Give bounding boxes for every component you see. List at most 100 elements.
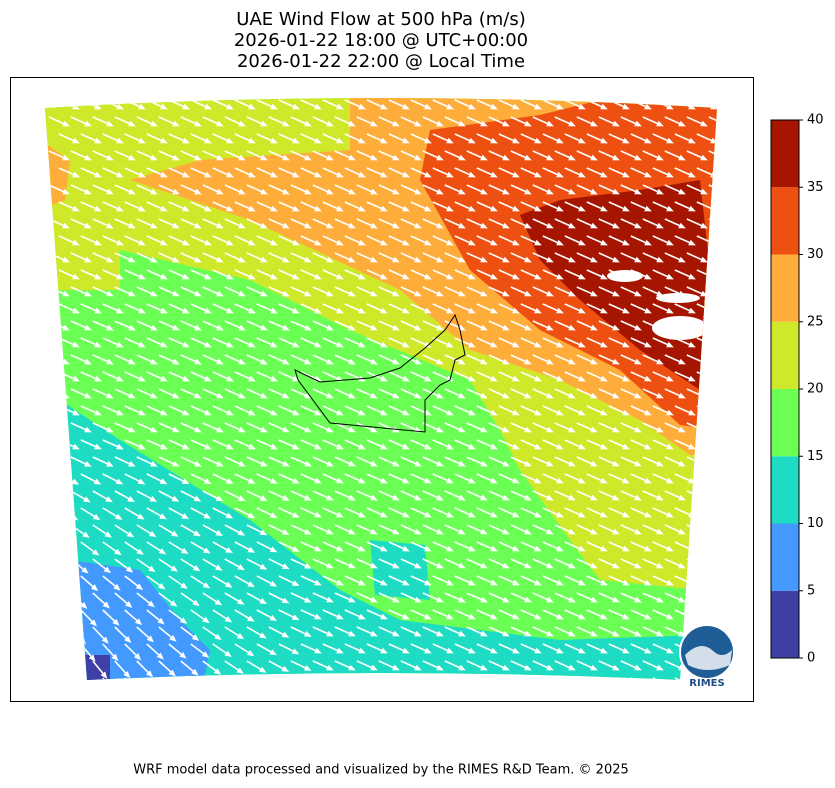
wind-head	[358, 613, 366, 620]
wind-head	[556, 443, 564, 450]
wind-head	[204, 307, 212, 314]
wind-head	[546, 358, 554, 365]
wind-head	[134, 618, 143, 626]
wind-head	[600, 511, 608, 518]
wind-head	[106, 358, 114, 365]
wind-head	[732, 444, 740, 450]
wind-head	[634, 494, 642, 501]
wind-head	[156, 687, 163, 694]
wind-head	[568, 494, 576, 501]
wind-head	[424, 477, 432, 484]
wind-head	[304, 597, 312, 603]
wind-head	[348, 460, 356, 467]
wind-head	[238, 358, 246, 365]
wind-shaft	[234, 677, 253, 680]
wind-shaft	[686, 558, 706, 568]
wind-head	[358, 171, 366, 178]
wind-head	[238, 120, 246, 127]
wind-head	[392, 188, 400, 195]
wind-head	[269, 512, 278, 518]
wind-head	[84, 358, 92, 365]
wind-shaft	[696, 405, 716, 415]
region	[370, 540, 430, 600]
wind-head	[568, 562, 576, 569]
wind-head	[546, 664, 554, 671]
wind-head	[568, 392, 576, 399]
wind-head	[568, 664, 576, 671]
wind-head	[722, 359, 730, 365]
wind-head	[546, 630, 554, 637]
wind-head	[380, 341, 388, 348]
wind-head	[732, 274, 740, 280]
wind-head	[84, 154, 92, 161]
wind-head	[546, 154, 554, 161]
wind-head	[534, 545, 542, 552]
wind-shaft	[70, 626, 85, 643]
wind-head	[105, 496, 113, 503]
wind-head	[402, 205, 410, 212]
wind-head	[326, 392, 334, 399]
wind-head	[304, 665, 312, 671]
wind-head	[304, 188, 312, 195]
wind-head	[666, 682, 674, 688]
wind-head	[578, 103, 586, 110]
wind-head	[688, 545, 696, 552]
wind-head	[556, 171, 564, 178]
wind-head	[150, 222, 158, 229]
wind-head	[204, 137, 212, 144]
wind-head	[380, 477, 388, 484]
wind-head	[204, 205, 212, 212]
wind-head	[436, 154, 444, 161]
wind-head	[114, 548, 122, 556]
wind-head	[72, 239, 80, 246]
wind-head	[556, 545, 564, 552]
wind-head	[524, 596, 532, 603]
wind-head	[194, 426, 202, 433]
wind-head	[84, 222, 92, 229]
wind-head	[102, 601, 110, 609]
wind-head	[269, 683, 277, 689]
wind-head	[688, 341, 696, 348]
wind-head	[512, 443, 520, 450]
wind-head	[94, 375, 102, 382]
wind-head	[270, 103, 278, 110]
wind-head	[314, 511, 322, 518]
wind-head	[688, 239, 696, 246]
wind-head	[634, 358, 642, 365]
wind-head	[150, 460, 158, 467]
wind-head	[116, 171, 124, 178]
wind-head	[260, 256, 268, 263]
wind-head	[600, 647, 608, 654]
wind-head	[732, 342, 740, 348]
wind-head	[612, 630, 620, 637]
wind-head	[314, 579, 322, 586]
wind-head	[291, 648, 300, 655]
wind-head	[590, 664, 598, 671]
wind-head	[93, 478, 102, 485]
wind-head	[600, 375, 608, 382]
wind-head	[304, 154, 312, 161]
wind-head	[710, 511, 717, 518]
wind-head	[490, 477, 498, 484]
wind-head	[292, 273, 300, 280]
wind-head	[722, 393, 730, 399]
wind-head	[380, 375, 388, 382]
wind-head	[106, 222, 114, 229]
wind-head	[546, 562, 554, 569]
wind-head	[578, 682, 586, 688]
wind-head	[424, 103, 432, 110]
wind-head	[446, 273, 454, 280]
wind-head	[304, 358, 312, 365]
wind-head	[556, 375, 564, 382]
wind-head	[248, 239, 256, 246]
wind-head	[700, 494, 708, 501]
wind-head	[436, 256, 444, 263]
wind-shaft	[719, 304, 737, 312]
wind-head	[524, 290, 532, 297]
wind-head	[402, 647, 410, 654]
wind-head	[666, 443, 674, 450]
wind-head	[512, 511, 520, 518]
wind-head	[512, 103, 520, 110]
wind-head	[69, 549, 78, 557]
wind-head	[282, 188, 290, 195]
